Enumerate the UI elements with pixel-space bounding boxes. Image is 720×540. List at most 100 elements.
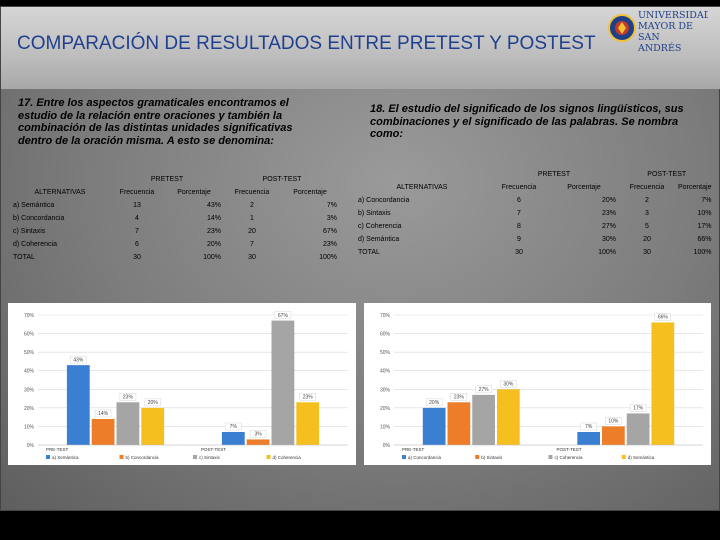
bar (91, 419, 115, 445)
legend-label: c) Sintaxis (199, 455, 221, 460)
data-label-box (425, 398, 443, 407)
cell-porcentaje-post: 100% (319, 254, 337, 261)
group-pretest: PRETEST (537, 170, 571, 178)
header-alternativas: ALTERNATIVAS (396, 184, 448, 191)
table-spacer (355, 167, 489, 181)
chart-svg: 0% 10% 20% 30% 40% 50% 60% 70% 43% 14% 23% 20% PRE-T… (24, 311, 348, 460)
y-tick-label: 60% (24, 332, 35, 338)
data-label: 23% (123, 394, 134, 400)
data-label-box (274, 311, 292, 319)
y-tick-label: 40% (380, 369, 391, 375)
cell-porcentaje-post: 7% (326, 202, 337, 209)
bar (447, 402, 471, 445)
cell-frecuencia-pre: 7 (135, 228, 139, 235)
logo-line-1: UNIVERSIDAD (638, 10, 708, 21)
table-row: b) Sintaxis 7 23% 3 10% (355, 207, 714, 220)
cell-porcentaje-pre: 20% (206, 241, 221, 248)
cell-porcentaje-pre: 14% (206, 215, 221, 222)
logo-line-3: SAN (638, 32, 660, 43)
table-row: a) Semántica 13 43% 2 7% (10, 199, 340, 212)
bar (602, 426, 625, 445)
logo-line-4: ANDRÉS (637, 42, 681, 52)
cell-porcentaje-post: 17% (697, 223, 712, 230)
cell-porcentaje-pre: 20% (601, 197, 616, 204)
cell-alternative: TOTAL (13, 254, 35, 261)
legend-label: a) Concordancia (408, 455, 442, 460)
cell-frecuencia-pre: 13 (133, 202, 141, 209)
cell-frecuencia-pre: 4 (135, 215, 139, 222)
cell-frecuencia-pre: 6 (135, 241, 139, 248)
cell-frecuencia-pre: 7 (517, 210, 521, 217)
cell-porcentaje-pre: 30% (601, 236, 616, 243)
category-label: PRE-TEST (402, 447, 425, 452)
legend-swatch (621, 455, 626, 459)
cell-porcentaje-pre: 100% (203, 254, 221, 261)
y-tick-label: 50% (380, 350, 391, 356)
category-label: POST-TEST (201, 447, 226, 452)
bar-chart-17: 0% 10% 20% 30% 40% 50% 60% 70% 43% 14% 23% 20% PRE-T… (8, 303, 356, 465)
y-tick-label: 20% (380, 406, 391, 412)
cell-porcentaje-pre: 27% (601, 223, 616, 230)
question-18: 18. El estudio del significado de los si… (370, 103, 684, 140)
cell-alternative: TOTAL (358, 249, 380, 256)
data-label: 43% (73, 357, 84, 363)
data-label: 23% (303, 394, 314, 400)
bar (271, 320, 295, 445)
cell-porcentaje-post: 100% (693, 249, 712, 256)
cell-porcentaje-pre: 23% (601, 210, 616, 217)
cell-frecuencia-pre: 30 (133, 254, 141, 261)
legend-label: b) Sintaxis (481, 455, 503, 460)
cell-alternative: b) Sintaxis (358, 210, 391, 217)
header-porcentaje-pre: Porcentaje (177, 189, 211, 196)
data-label: 3% (254, 432, 262, 438)
data-label: 67% (278, 313, 289, 319)
cell-frecuencia-post: 7 (250, 241, 254, 248)
table-spacer (10, 172, 110, 186)
y-tick-label: 40% (24, 369, 35, 375)
cell-alternative: c) Sintaxis (13, 228, 46, 235)
cell-porcentaje-pre: 43% (206, 202, 221, 209)
slide-title: COMPARACIÓN DE RESULTADOS ENTRE PRETEST … (17, 33, 596, 54)
data-label-box (119, 393, 137, 401)
legend-label: c) Coherencia (555, 455, 584, 460)
y-tick-label: 60% (380, 332, 391, 338)
data-label: 7% (585, 424, 593, 430)
group-pretest: PRETEST (150, 175, 184, 183)
y-tick-label: 30% (24, 387, 35, 393)
cell-alternative: d) Semántica (358, 236, 400, 243)
bar (141, 407, 165, 445)
cell-alternative: a) Semántica (13, 202, 55, 209)
table-row: b) Concordancia 4 14% 1 3% (10, 212, 340, 225)
legend-swatch (193, 455, 197, 459)
results-table-17: PRETEST POST-TEST ALTERNATIVAS Frecuenci… (10, 172, 340, 264)
y-tick-label: 20% (24, 406, 35, 412)
cell-frecuencia-post: 2 (645, 197, 649, 204)
bar (221, 432, 245, 445)
data-label-box (144, 398, 161, 407)
legend-swatch (266, 455, 271, 459)
bar (116, 402, 140, 445)
data-label-box (629, 404, 647, 412)
table-row-total: TOTAL 30 100% 30 100% (10, 251, 340, 264)
logo-line-2: MAYOR DE (638, 21, 693, 32)
bar (496, 389, 520, 445)
data-label: 23% (454, 394, 465, 400)
header-band (1, 7, 720, 89)
cell-porcentaje-pre: 23% (206, 228, 221, 235)
legend-swatch (119, 455, 124, 459)
cell-porcentaje-post: 66% (697, 236, 712, 243)
data-label-box (605, 417, 622, 425)
y-tick-label: 0% (27, 443, 35, 449)
bar (246, 439, 270, 445)
table-row: c) Sintaxis 7 23% 20 67% (10, 225, 340, 238)
question-17: 17. Entre los aspectos gramaticales enco… (18, 97, 293, 147)
data-label-box (249, 430, 267, 438)
cell-frecuencia-post: 5 (645, 223, 649, 230)
bar (66, 365, 90, 445)
legend-label: a) Semántica (52, 455, 79, 460)
table-row: c) Coherencia 8 27% 5 17% (355, 220, 714, 233)
data-label-box (500, 380, 517, 388)
cell-alternative: b) Concordancia (13, 215, 65, 222)
data-label: 20% (429, 400, 440, 406)
